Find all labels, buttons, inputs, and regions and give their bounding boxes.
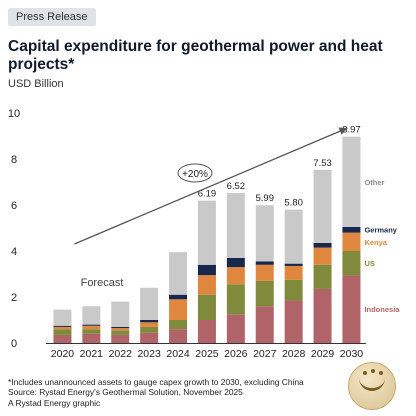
bar-segment-germany xyxy=(140,320,159,323)
footnote-source: Source: Rystad Energy's Geothermal Solut… xyxy=(8,387,243,398)
legend-label-germany: Germany xyxy=(364,226,397,235)
bar-segment-indonesia xyxy=(342,275,361,343)
bar-segment-other xyxy=(53,309,72,326)
y-tick-label: 0 xyxy=(11,338,17,350)
growth-arrow-line xyxy=(74,127,348,245)
bar-segment-indonesia xyxy=(226,314,245,343)
publisher-logo-icon xyxy=(348,362,396,410)
bar-segment-kenya xyxy=(197,275,216,295)
x-tick-label: 2024 xyxy=(166,348,190,360)
bar-segment-kenya xyxy=(284,265,303,280)
x-tick-label: 2030 xyxy=(340,348,364,360)
x-tick-label: 2025 xyxy=(195,348,219,360)
bar-segment-kenya xyxy=(169,299,188,320)
bar-segment-indonesia xyxy=(313,288,332,343)
bar-segment-indonesia xyxy=(169,329,188,343)
growth-arrow-head xyxy=(338,127,348,135)
bar-segment-kenya xyxy=(313,247,332,265)
bar-total-label: 5.80 xyxy=(284,198,303,209)
bar-segment-us xyxy=(169,320,188,330)
legend-label-us: US xyxy=(364,259,374,268)
bar-segment-germany xyxy=(255,261,274,265)
bar-segment-us xyxy=(342,251,361,276)
bar-segment-us xyxy=(313,264,332,289)
bar-segment-us xyxy=(197,294,216,320)
forecast-label: Forecast xyxy=(81,277,124,289)
y-tick-label: 10 xyxy=(8,108,20,120)
bar-segment-germany xyxy=(342,226,361,233)
bar-segment-us xyxy=(140,326,159,333)
bar-segment-indonesia xyxy=(53,334,72,343)
bar-segment-germany xyxy=(197,264,216,276)
bar-segment-kenya xyxy=(111,328,130,331)
bar-segment-germany xyxy=(313,242,332,248)
bar-segment-indonesia xyxy=(284,300,303,343)
bar-segment-germany xyxy=(82,324,101,326)
bar-segment-us xyxy=(82,329,101,334)
bar-segment-germany xyxy=(169,294,188,300)
chart-title: Capital expenditure for geothermal power… xyxy=(8,38,383,73)
bar-segment-germany xyxy=(111,326,130,329)
x-tick-label: 2029 xyxy=(311,348,335,360)
growth-label-bubble xyxy=(177,163,213,183)
bar-segment-other xyxy=(342,136,361,227)
x-tick-label: 2020 xyxy=(51,348,75,360)
bar-total-label: 8.97 xyxy=(342,125,361,136)
footnote-credit: A Rystad Energy graphic xyxy=(8,397,101,408)
bar-segment-kenya xyxy=(226,267,245,285)
x-tick-label: 2028 xyxy=(282,348,306,360)
bar-segment-indonesia xyxy=(197,320,216,343)
footnote-note: *Includes unannounced assets to gauge ca… xyxy=(8,377,304,387)
bar-segment-indonesia xyxy=(111,334,130,343)
bar-segment-kenya xyxy=(255,264,274,281)
bar-segment-us xyxy=(226,284,245,315)
bar-segment-kenya xyxy=(53,326,72,330)
x-tick-label: 2021 xyxy=(80,348,104,360)
bar-segment-other xyxy=(140,287,159,320)
bar-total-label: 5.99 xyxy=(256,193,275,204)
bar-segment-other xyxy=(82,306,101,325)
bar-segment-other xyxy=(111,301,130,327)
legend-label-kenya: Kenya xyxy=(364,238,387,247)
bar-segment-us xyxy=(53,329,72,335)
x-tick-label: 2023 xyxy=(137,348,161,360)
bar-segment-other xyxy=(313,169,332,243)
bar-segment-indonesia xyxy=(140,332,159,343)
capex-chart: 0 2 4 6 8 10 2020 2021 2022 2023 2024 6.19 2025 6.52 2… xyxy=(8,108,400,360)
footnotes: *Includes unannounced assets to gauge ca… xyxy=(8,377,338,408)
bar-total-label: 6.52 xyxy=(227,181,246,192)
bar-total-label: 6.19 xyxy=(198,189,217,200)
y-tick-label: 4 xyxy=(11,246,17,258)
bar-segment-kenya xyxy=(82,325,101,330)
bar-segment-us xyxy=(284,279,303,301)
y-tick-label: 2 xyxy=(11,292,17,304)
bar-segment-other xyxy=(197,200,216,265)
bar-segment-kenya xyxy=(342,232,361,251)
x-tick-label: 2026 xyxy=(224,348,248,360)
press-release-badge: Press Release xyxy=(8,8,96,26)
bar-segment-germany xyxy=(226,257,245,268)
legend-label-other: Other xyxy=(364,178,384,187)
x-tick-label: 2027 xyxy=(253,348,277,360)
y-tick-label: 8 xyxy=(11,154,17,166)
bar-total-label: 7.53 xyxy=(313,158,332,169)
bar-segment-other xyxy=(255,205,274,262)
bar-segment-germany xyxy=(53,325,72,327)
bar-segment-kenya xyxy=(140,322,159,327)
y-tick-label: 6 xyxy=(11,200,17,212)
bar-segment-indonesia xyxy=(255,306,274,343)
bar-segment-other xyxy=(169,252,188,295)
y-axis-unit: USD Billion xyxy=(8,78,64,90)
bar-segment-germany xyxy=(284,263,303,266)
x-tick-label: 2022 xyxy=(109,348,133,360)
bar-segment-us xyxy=(255,280,274,307)
bar-segment-indonesia xyxy=(82,333,101,343)
legend-label-indonesia: Indonesia xyxy=(364,305,400,314)
bar-segment-us xyxy=(111,330,130,335)
bar-segment-other xyxy=(226,193,245,258)
bar-segment-other xyxy=(284,209,303,264)
growth-label: +20% xyxy=(182,169,208,180)
